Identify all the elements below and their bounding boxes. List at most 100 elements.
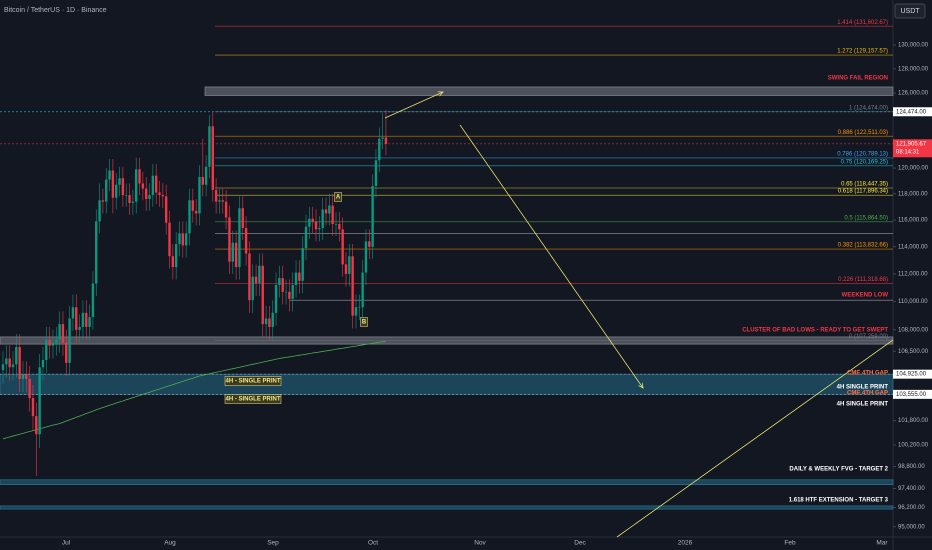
candle-body [271, 312, 274, 327]
candle-body [251, 276, 254, 301]
candle-body [241, 208, 244, 229]
candle-body [154, 175, 158, 193]
x-tick-label: Aug [164, 540, 176, 547]
candle-body [331, 205, 334, 225]
candle-body [278, 278, 281, 285]
candle-body [61, 324, 65, 343]
candle-body [211, 126, 214, 190]
candle-body [178, 233, 181, 245]
candle-body [174, 244, 178, 268]
candle-body [248, 253, 251, 301]
candle-body [368, 241, 371, 247]
candle-body [118, 178, 121, 185]
candle-body [98, 200, 101, 222]
y-tick-label: 128,000.00 [898, 66, 929, 72]
candle-body [125, 195, 128, 196]
symbol-header: Bitcoin / TetherUS · 1D · Binance [4, 7, 107, 14]
candle-body [1, 364, 5, 371]
candle-body [234, 242, 238, 268]
currency[interactable]: USDT [900, 8, 920, 15]
candle-body [204, 166, 208, 185]
annotation: 4H - SINGLE PRINT [225, 379, 280, 385]
y-tick-label: 96,200.00 [898, 505, 925, 511]
countdown: 08:14:31 [896, 149, 920, 155]
candle-body [151, 175, 155, 196]
candle-body [88, 317, 91, 327]
candle-body [301, 248, 304, 281]
candle-body [28, 378, 31, 399]
candle-body [291, 284, 294, 299]
candle-body [334, 224, 338, 225]
candle-body [184, 233, 188, 246]
candle-body [231, 242, 234, 262]
candle-body [208, 126, 211, 167]
fib-label: 0.226 (111,318.68) [838, 277, 888, 283]
candle-body [38, 367, 41, 435]
candle-body [18, 346, 21, 379]
annotation-box [360, 317, 368, 327]
annotation: A [336, 195, 341, 201]
y-tick-label: 97,400.00 [898, 486, 925, 492]
y-tick-label: 126,000.00 [898, 91, 929, 97]
y-tick-label: 114,000.00 [898, 244, 928, 250]
candle-body [381, 137, 384, 139]
annotation: WEEKEND LOW [842, 293, 889, 299]
candle-body [81, 312, 85, 327]
candle-body [341, 229, 344, 265]
currency-box[interactable] [894, 3, 926, 19]
candle-body [161, 195, 165, 197]
candle-body [361, 272, 364, 308]
candle-body [371, 186, 374, 247]
annotation: 4H - SINGLE PRINT [225, 397, 280, 403]
candle-body [351, 256, 354, 316]
candle-body [328, 205, 331, 214]
candle-body [194, 210, 198, 214]
fib-label: 1.272 (129,157.57) [837, 49, 888, 55]
arrow-up [384, 92, 443, 119]
candle-body [35, 416, 38, 435]
candle-body [8, 358, 11, 368]
fib-label: 0.618 (117,896.34) [838, 189, 888, 195]
candle-body [304, 226, 308, 249]
candle-body [284, 291, 288, 293]
y-tick-label: 95,000.00 [898, 524, 925, 530]
candle-body [338, 224, 341, 230]
candle-body [238, 208, 241, 268]
candle-body [31, 398, 35, 417]
annotation: CLUSTER OF BAD LOWS - READY TO GET SWEPT [742, 328, 888, 334]
fib-label: 1.414 (131,602.67) [837, 20, 888, 26]
candle-body [318, 228, 321, 230]
candle-body [254, 276, 258, 284]
price-tag [893, 389, 932, 399]
candle-body [268, 318, 271, 327]
annotation: CME 4TH GAP [847, 391, 888, 397]
fib-label: 0.786 (120,789.13) [837, 151, 888, 157]
candle-body [148, 195, 151, 200]
candle-body [135, 169, 138, 202]
fib-label: 1 (124,474.00) [849, 105, 888, 111]
zone [0, 505, 894, 510]
candle-body [105, 179, 108, 202]
candle-body [58, 324, 61, 340]
price-tag-label: 103,555.00 [896, 392, 927, 398]
candle-body [65, 342, 68, 363]
candle-body [378, 138, 381, 161]
candle-body [121, 178, 125, 196]
candle-body [321, 209, 324, 229]
y-tick-label: 101,800.00 [898, 418, 929, 424]
candle-body [221, 200, 224, 202]
candle-body [281, 278, 284, 292]
candle-body [344, 264, 348, 274]
candle-body [374, 160, 378, 187]
annotation: 1.618 HTF EXTENSION - TARGET 3 [789, 498, 889, 504]
candle-body [25, 374, 28, 379]
candle-body [294, 272, 298, 285]
candle-body [15, 346, 18, 365]
price-tag-label: 104,925.00 [896, 372, 927, 378]
x-tick-label: Mar [876, 540, 888, 547]
candle-body [384, 137, 388, 144]
price-tag [893, 139, 932, 158]
candle-body [51, 342, 55, 346]
